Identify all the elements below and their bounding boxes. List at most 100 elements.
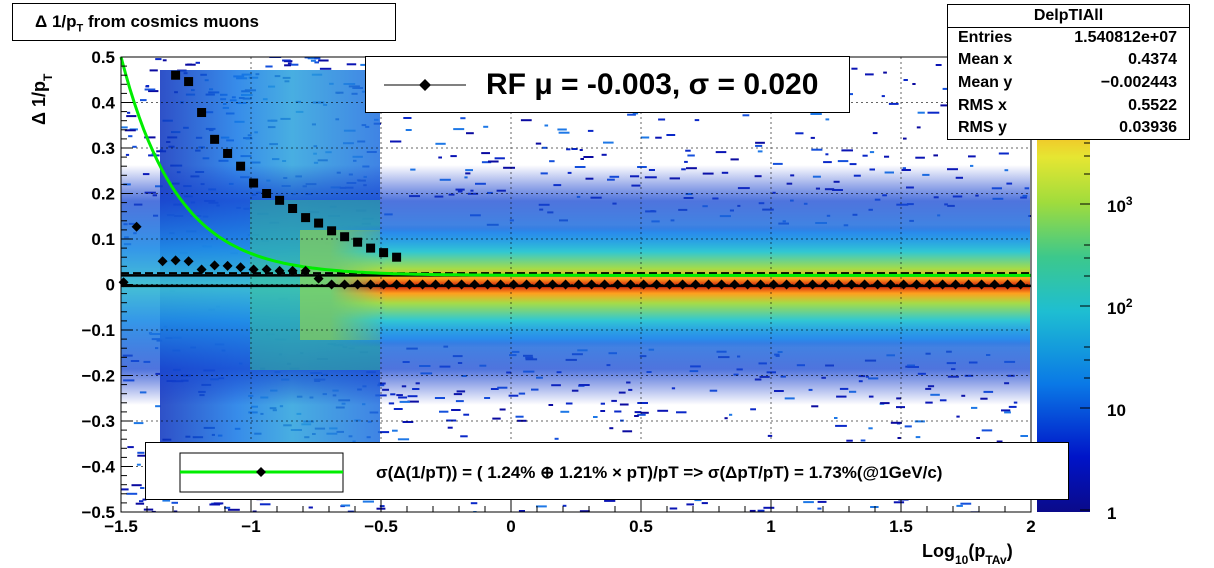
mean-marker <box>586 279 597 290</box>
heatmap-bin <box>195 61 200 64</box>
heatmap-bin <box>981 429 993 432</box>
heatmap-bin <box>825 153 829 156</box>
mean-marker <box>300 265 311 276</box>
mean-marker <box>508 279 519 290</box>
heatmap-bin <box>142 498 147 501</box>
heatmap-bin <box>155 58 162 61</box>
heatmap-bin <box>265 65 273 68</box>
heatmap-bin <box>870 506 879 508</box>
heatmap-bin <box>377 431 390 434</box>
mean-marker <box>859 279 870 290</box>
heatmap-bin <box>481 152 490 155</box>
heatmap-bin <box>694 119 700 122</box>
heatmap-bin <box>439 410 449 413</box>
mean-marker <box>222 260 233 271</box>
heatmap-bin <box>634 415 639 417</box>
heatmap-bin <box>810 113 822 115</box>
y-tick-label: 0.2 <box>91 185 115 204</box>
heatmap-bin <box>140 487 145 489</box>
heatmap-bin <box>927 111 940 114</box>
heatmap-bin <box>224 506 231 509</box>
mean-marker <box>339 279 350 290</box>
y-tick-label: 0 <box>106 276 115 295</box>
heatmap-bin <box>126 492 138 495</box>
heatmap-bin <box>730 158 739 161</box>
heatmap-bin <box>622 430 633 433</box>
heatmap-bin <box>825 118 830 121</box>
x-axis-label: Log10(pTAv) <box>922 541 1013 567</box>
mean-marker <box>209 260 220 271</box>
heatmap-bin <box>694 499 702 502</box>
y-tick-label: −0.4 <box>81 458 115 477</box>
heatmap-bin <box>915 156 925 159</box>
heatmap-bin <box>811 405 819 408</box>
mean-marker <box>573 279 584 290</box>
y-tick-label: 0.3 <box>91 139 115 158</box>
heatmap-bin <box>488 160 499 163</box>
heatmap-bin <box>583 156 594 158</box>
heatmap-bin <box>1001 409 1011 412</box>
mean-marker <box>716 279 727 290</box>
heatmap-bin <box>862 154 868 157</box>
mean-marker <box>794 279 805 290</box>
mean-marker <box>781 279 792 290</box>
heatmap-bin <box>763 506 775 509</box>
heatmap-bin <box>515 415 524 418</box>
heatmap-bin <box>149 69 158 72</box>
mean-marker <box>378 279 389 290</box>
heatmap-bin <box>393 408 403 410</box>
heatmap-bin <box>817 500 827 503</box>
heatmap-bin <box>173 510 178 512</box>
heatmap-bin <box>460 117 466 120</box>
sigma-marker <box>327 226 337 236</box>
heatmap-bin <box>402 421 414 423</box>
stats-box: DelpTIAll Entries 1.540812e+07 Mean x 0.43… <box>947 4 1190 140</box>
heatmap-bin <box>917 111 925 114</box>
heatmap-bin <box>362 500 374 503</box>
mean-marker <box>898 279 909 290</box>
heatmap-bin <box>390 140 402 143</box>
heatmap-bin <box>634 411 642 414</box>
mean-marker <box>534 279 545 290</box>
heatmap-bin <box>933 154 938 157</box>
heatmap-bin <box>144 136 156 139</box>
heatmap-bin <box>209 503 220 506</box>
color-scale-ticks <box>1080 142 1090 511</box>
sigma-marker <box>301 213 311 223</box>
mean-marker <box>690 279 701 290</box>
mean-marker <box>755 279 766 290</box>
heatmap-bin <box>640 136 650 139</box>
mean-marker <box>885 279 896 290</box>
mean-marker <box>807 279 818 290</box>
y-tick-label: −0.5 <box>81 503 115 522</box>
heatmap-bin <box>890 421 902 424</box>
heatmap-bin <box>450 155 457 158</box>
heatmap-bin <box>795 132 804 135</box>
heatmap-bin <box>227 508 240 511</box>
heatmap-bin <box>132 145 137 148</box>
mean-marker <box>911 279 922 290</box>
sigma-marker <box>340 232 350 242</box>
mean-marker <box>1002 279 1013 290</box>
heatmap-bin <box>640 411 649 414</box>
y-tick-label: 0.4 <box>91 94 115 113</box>
mean-marker <box>183 256 194 267</box>
mean-marker <box>664 279 675 290</box>
heatmap-bin <box>687 154 695 157</box>
heatmap-bin <box>403 117 412 119</box>
heatmap-bin <box>940 104 951 107</box>
heatmap-bin <box>148 90 159 93</box>
heatmap-bin <box>587 129 594 132</box>
resolution-fit-curve <box>119 56 1031 277</box>
stats-row-rms-y: RMS y 0.03936 <box>958 119 1177 136</box>
heatmap-bin <box>996 440 1003 443</box>
heatmap-bin <box>724 417 728 420</box>
heatmap-bin <box>655 136 662 139</box>
heatmap-bin <box>284 64 291 67</box>
heatmap-bin <box>579 510 590 512</box>
mean-marker <box>768 279 779 290</box>
heatmap-bin <box>136 463 141 466</box>
heatmap-bin <box>560 410 570 413</box>
mean-marker <box>430 279 441 290</box>
heatmap-bin <box>319 67 332 70</box>
